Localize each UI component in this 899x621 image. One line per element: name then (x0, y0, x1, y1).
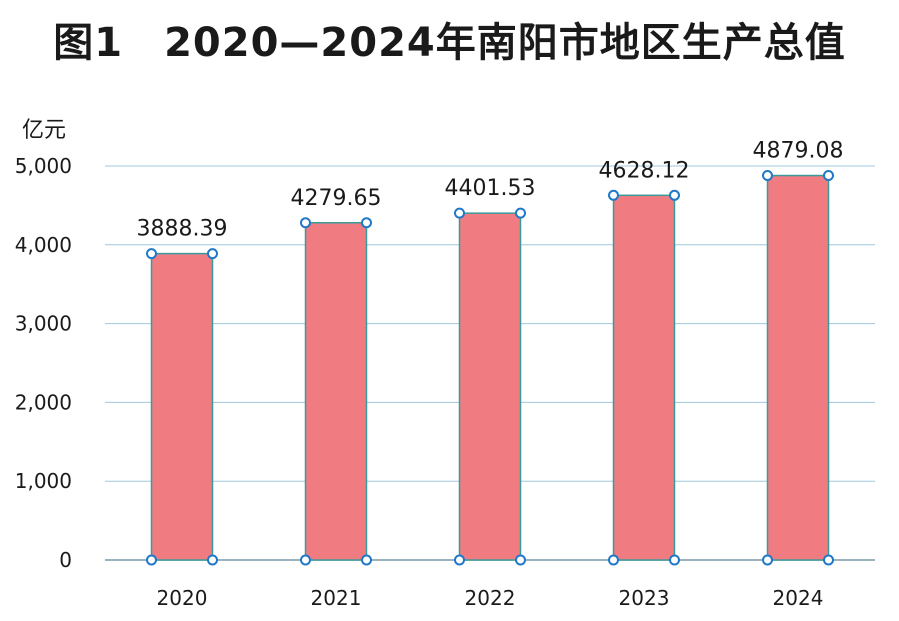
bar-corner-handle (608, 189, 619, 201)
bar-corner-handle (207, 554, 218, 566)
bar-corner-handle (361, 554, 372, 566)
bar-corner-handle (454, 207, 465, 219)
y-tick-label: 0 (59, 548, 72, 572)
bar-corner-handle (669, 554, 680, 566)
bar-corner-handle (146, 554, 157, 566)
y-axis-ticks: 0 1,000 2,000 3,000 4,000 5,000 (15, 154, 72, 572)
x-tick-label: 2023 (619, 586, 670, 610)
y-tick-label: 1,000 (15, 469, 72, 493)
x-tick-label: 2020 (157, 586, 208, 610)
bar-corner-handle (300, 217, 311, 229)
bar-corner-handle (454, 554, 465, 566)
x-axis-ticks: 2020 2021 2022 2023 2024 (157, 586, 824, 610)
bars (146, 170, 834, 566)
bar-2020 (150, 252, 214, 561)
data-label-2021: 4279.65 (291, 186, 382, 211)
bar-corner-handle (762, 554, 773, 566)
bar-2023 (612, 194, 676, 561)
x-tick-label: 2021 (311, 586, 362, 610)
bar-corner-handle (823, 170, 834, 182)
bar-corner-handle (608, 554, 619, 566)
bar-corner-handle (146, 248, 157, 260)
bar-corner-handle (207, 248, 218, 260)
bar-2021 (304, 222, 368, 561)
bar-corner-handle (361, 217, 372, 229)
bar-2024 (766, 174, 830, 561)
bar-corner-handle (669, 189, 680, 201)
bar-corner-handle (823, 554, 834, 566)
x-tick-label: 2022 (465, 586, 516, 610)
chart-title: 图1 2020—2024年南阳市地区生产总值 (53, 20, 846, 66)
bar-corner-handle (515, 554, 526, 566)
data-label-2023: 4628.12 (599, 158, 690, 183)
data-label-2022: 4401.53 (445, 176, 536, 201)
data-labels: 3888.39 4279.65 4401.53 4628.12 4879.08 (137, 139, 844, 242)
bar-corner-handle (762, 170, 773, 182)
data-label-2024: 4879.08 (753, 139, 844, 164)
y-tick-label: 3,000 (15, 312, 72, 336)
y-tick-label: 2,000 (15, 390, 72, 414)
bar-corner-handle (300, 554, 311, 566)
bar-corner-handle (515, 207, 526, 219)
bar-2022 (458, 212, 522, 561)
y-axis-unit-label: 亿元 (22, 118, 66, 143)
x-tick-label: 2024 (773, 586, 824, 610)
y-tick-label: 4,000 (15, 233, 72, 257)
y-tick-label: 5,000 (15, 154, 72, 178)
data-label-2020: 3888.39 (137, 217, 228, 242)
